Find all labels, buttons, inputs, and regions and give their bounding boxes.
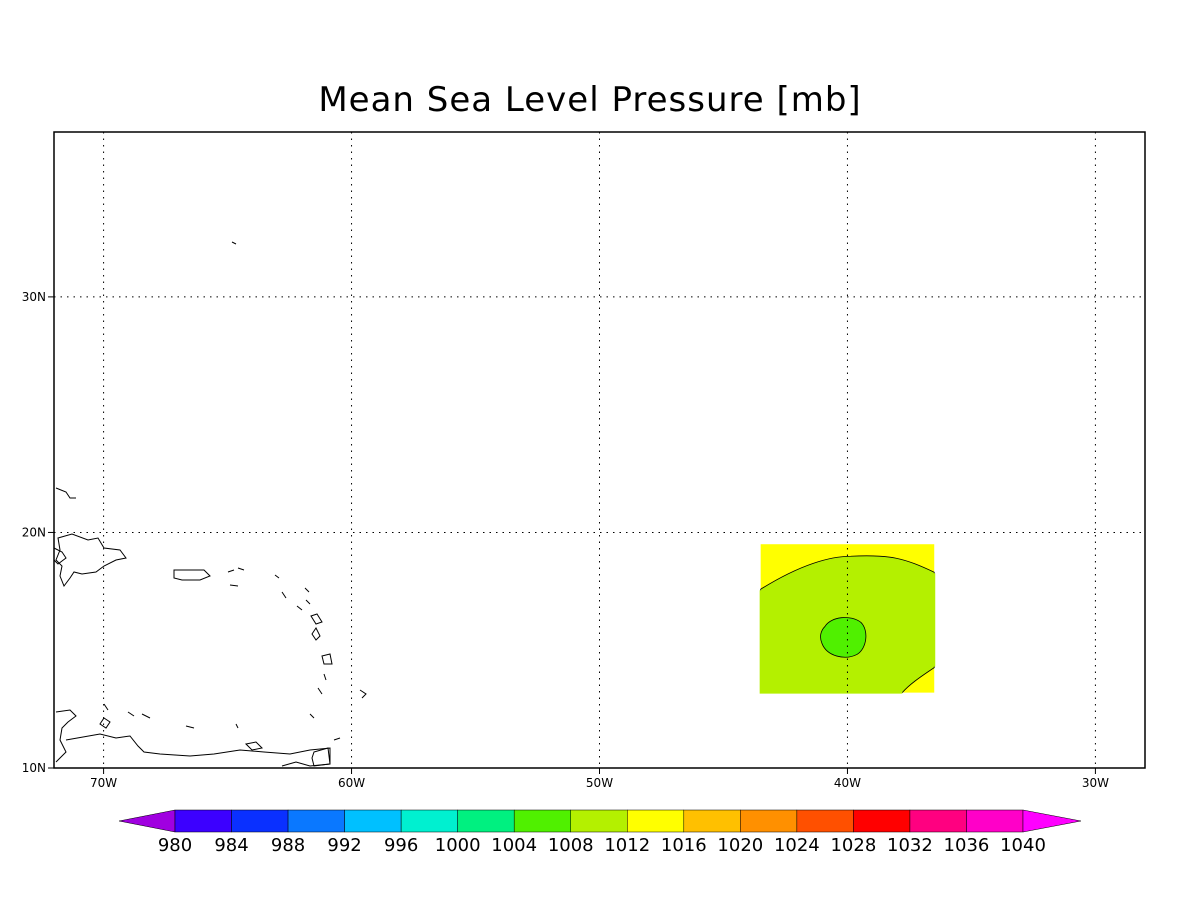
- colorbar-high-triangle: [1022, 809, 1082, 833]
- coastline-antilles-8: [321, 653, 333, 665]
- colorbar-swatch-980-984: [174, 809, 232, 833]
- colorbar-label: 1012: [604, 835, 650, 856]
- coastline-venezuela-coast: [55, 709, 331, 767]
- colorbar-swatch-1020-1024: [740, 809, 798, 833]
- colorbar-label: 1000: [435, 835, 481, 856]
- colorbar-label: 988: [271, 835, 305, 856]
- coastline-antilles-9: [323, 673, 327, 681]
- coastline-antilles-3: [304, 587, 310, 593]
- lon-tick-label: 30W: [1082, 776, 1109, 790]
- coastline-bahamas-2: [55, 487, 76, 499]
- colorbar-swatch-984-988: [231, 809, 289, 833]
- lat-tick-label: 20N: [22, 525, 46, 539]
- coastline-antilles-6: [310, 613, 323, 625]
- lon-tick-label: 60W: [338, 776, 365, 790]
- colorbar-label: 1024: [774, 835, 820, 856]
- coastline-tobago: [333, 737, 341, 741]
- graticule: [54, 132, 1145, 768]
- coastline-aruba: [99, 717, 111, 729]
- lat-tick-label: 30N: [22, 290, 46, 304]
- lat-tick-label: 10N: [22, 761, 46, 775]
- colorbar-label: 992: [327, 835, 361, 856]
- chart-title: Mean Sea Level Pressure [mb]: [318, 80, 862, 120]
- lon-tick-label: 50W: [586, 776, 613, 790]
- colorbar-label: 980: [158, 835, 192, 856]
- lon-tick-label: 40W: [834, 776, 861, 790]
- coastline-antilles-10: [317, 687, 323, 695]
- colorbar-swatch-992-996: [344, 809, 402, 833]
- coastline-puerto-rico: [173, 569, 211, 581]
- pressure-field: [759, 544, 936, 694]
- coastline-isles-south-1: [185, 725, 195, 729]
- colorbar-label: 984: [214, 835, 248, 856]
- pressure-low-center: [820, 617, 867, 658]
- colorbar-label: 1032: [887, 835, 933, 856]
- coastline-hispaniola: [55, 533, 127, 588]
- coastline-antilles-11: [309, 713, 315, 719]
- colorbar: 980 984 988 992 996 1000 1004 1008 1012 1016 1020 1…: [118, 809, 1082, 856]
- coastline-antilles-5: [305, 599, 311, 605]
- coastline-small-isle-1: [229, 584, 239, 587]
- map-frame: [53, 131, 1146, 769]
- colorbar-label: 1020: [717, 835, 763, 856]
- colorbar-label: 1008: [548, 835, 594, 856]
- colorbar-label: 1004: [491, 835, 537, 856]
- coastline-bonaire: [141, 713, 151, 719]
- coastline-bahamas-1: [231, 241, 237, 245]
- colorbar-swatch-1032-1036: [909, 809, 967, 833]
- coastline-virgin-islands: [227, 567, 245, 573]
- coastline-antilles-1: [274, 574, 280, 579]
- coastline-antilles-4: [296, 605, 303, 611]
- colorbar-swatch-1012-1016: [627, 809, 685, 833]
- coastlines: [53, 241, 367, 767]
- coastline-antilles-2: [281, 591, 287, 599]
- colorbar-label: 996: [384, 835, 418, 856]
- colorbar-label: 1028: [830, 835, 876, 856]
- colorbar-swatch-1004-1008: [513, 809, 571, 833]
- lon-tick-label: 70W: [90, 776, 117, 790]
- colorbar-swatch-1028-1032: [853, 809, 911, 833]
- patch-edge-mask: [759, 573, 936, 694]
- colorbar-label: 1040: [1000, 835, 1046, 856]
- coastline-isles-south-2: [235, 723, 239, 729]
- colorbar-low-triangle: [118, 809, 176, 833]
- colorbar-swatch-1016-1020: [683, 809, 741, 833]
- colorbar-label: 1016: [661, 835, 707, 856]
- coastline-barbados: [359, 689, 367, 699]
- colorbar-swatch-1024-1028: [796, 809, 854, 833]
- coastline-isle-nw: [103, 703, 109, 711]
- coastline-cuba-tip: [53, 547, 67, 565]
- colorbar-swatch-988-992: [287, 809, 345, 833]
- coastline-margarita: [244, 741, 264, 751]
- coastline-curacao: [127, 711, 135, 717]
- coastline-trinidad: [311, 747, 331, 767]
- axis-ticks: 70W 60W 50W 40W 30W 10N 20N 30N: [22, 290, 1109, 790]
- colorbar-swatch-1000-1004: [457, 809, 515, 833]
- colorbar-swatch-1008-1012: [570, 809, 628, 833]
- colorbar-label: 1036: [944, 835, 990, 856]
- colorbar-swatch-996-1000: [400, 809, 458, 833]
- coastline-antilles-7: [311, 627, 321, 641]
- colorbar-swatch-1036-1040: [966, 809, 1024, 833]
